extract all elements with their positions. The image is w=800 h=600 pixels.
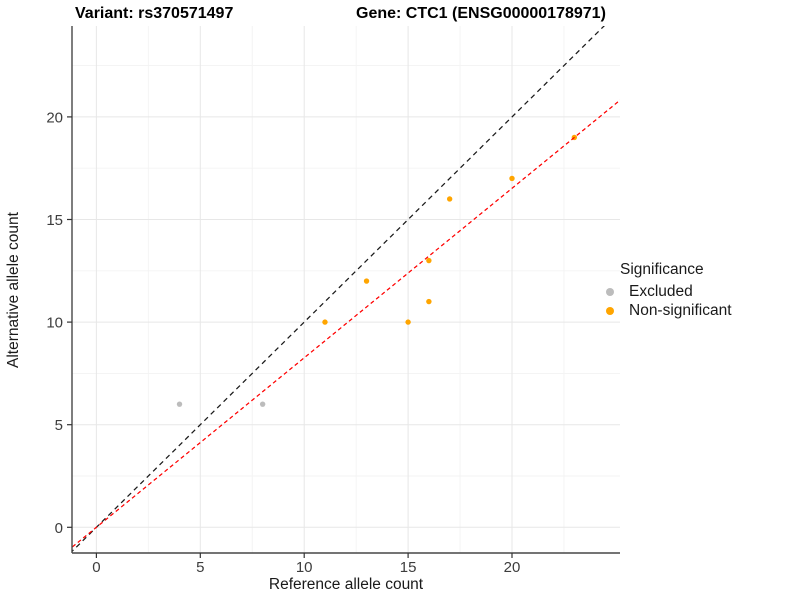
data-point-excluded: [259, 401, 266, 407]
data-point-non-significant: [405, 319, 411, 325]
legend-title: Significance: [620, 261, 704, 278]
y-tick-label: 15: [46, 212, 63, 229]
x-axis-title: Reference allele count: [268, 576, 424, 593]
gene-title: Gene: CTC1 (ENSG00000178971): [356, 5, 606, 22]
legend-item-label: Non-significant: [629, 301, 732, 319]
y-tick-label: 5: [55, 417, 63, 434]
data-point-non-significant: [509, 175, 515, 182]
legend: Significance Excluded Non-significant: [606, 261, 798, 320]
legend-item-label: Excluded: [629, 282, 693, 300]
data-point-excluded: [176, 401, 183, 407]
data-point-non-significant: [426, 257, 432, 264]
legend-item-excluded: Excluded: [606, 282, 798, 301]
identity-line: [72, 26, 605, 553]
non-significant-dot-icon: [606, 306, 614, 315]
fit-line: [72, 99, 620, 549]
y-tick-label: 0: [55, 520, 63, 537]
x-tick-label: 0: [92, 559, 100, 576]
data-point-non-significant: [446, 196, 453, 202]
y-tick-label: 10: [46, 315, 63, 332]
data-point-non-significant: [426, 298, 432, 305]
x-tick-label: 15: [400, 559, 417, 576]
x-tick-label: 10: [296, 559, 313, 576]
excluded-dot-icon: [606, 287, 614, 296]
y-tick-label: 20: [46, 109, 63, 126]
x-tick-label: 5: [196, 559, 204, 576]
data-point-non-significant: [363, 278, 370, 284]
variant-title: Variant: rs370571497: [75, 5, 234, 22]
x-tick-label: 20: [504, 559, 521, 576]
y-axis-title: Alternative allele count: [5, 212, 22, 368]
data-point-non-significant: [322, 319, 328, 325]
legend-item-non-significant: Non-significant: [606, 301, 798, 320]
